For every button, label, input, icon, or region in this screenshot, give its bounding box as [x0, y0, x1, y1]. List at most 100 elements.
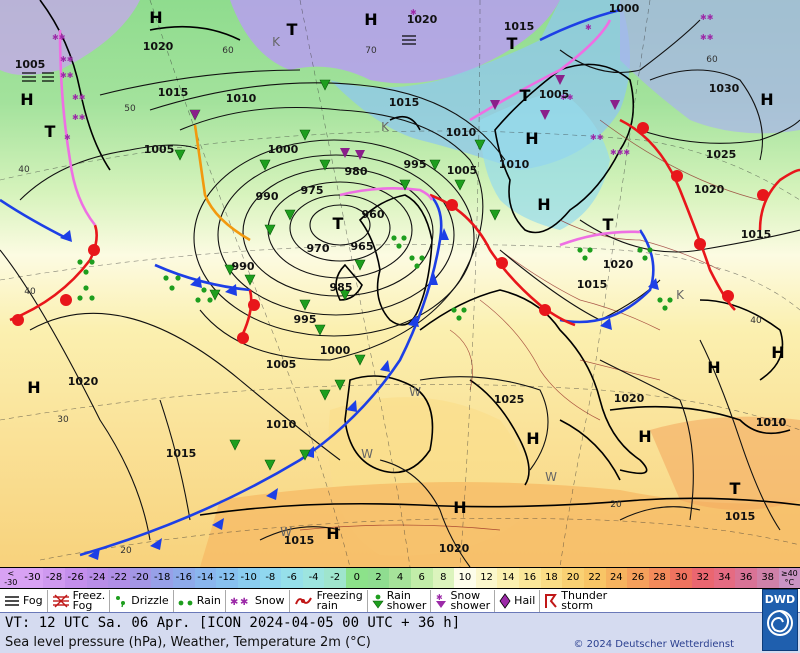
graticule	[0, 0, 800, 567]
pressure-label: 975	[301, 184, 324, 197]
warm-front-semicircles	[12, 122, 769, 344]
pressure-label: 1015	[741, 228, 772, 241]
legend-fog: Fog	[0, 589, 48, 612]
colorbar-cell: 18	[540, 568, 563, 588]
coastlines	[39, 0, 800, 516]
pressure-label: 1020	[143, 40, 174, 53]
svg-text:✱: ✱	[230, 597, 238, 608]
pressure-label: 1015	[389, 96, 420, 109]
svg-text:50: 50	[124, 104, 136, 114]
colorbar-cell: 4	[389, 568, 411, 588]
pressure-label: 965	[351, 240, 374, 253]
chart-footer: VT: 12 UTC Sa. 06 Apr. [ICON 2024-04-05 …	[0, 589, 800, 653]
svg-text:20: 20	[610, 500, 622, 510]
pressure-label: 990	[256, 190, 279, 203]
freezing-fog-icon	[52, 594, 69, 607]
svg-text:✱✱: ✱✱	[60, 55, 74, 64]
colorbar-cell: 30	[670, 568, 692, 588]
svg-text:60: 60	[222, 46, 234, 56]
pressure-label: 1005	[144, 143, 175, 156]
pressure-label: 995	[294, 313, 317, 326]
legend-snow-shower: ✱ Snow shower	[431, 588, 496, 612]
pressure-label: 1010	[756, 416, 787, 429]
legend-label: Freezing rain	[316, 588, 363, 612]
fog-icon	[5, 595, 19, 606]
fog-symbols	[22, 35, 416, 82]
country-borders	[299, 119, 761, 531]
rain-shower-symbols	[174, 79, 501, 471]
pressure-label: 960	[362, 208, 385, 221]
svg-text:✱✱: ✱✱	[72, 113, 86, 122]
low-marker: T	[287, 20, 298, 39]
svg-text:✱: ✱	[240, 597, 248, 608]
colorbar-cell: -24	[86, 568, 109, 588]
warm-label: W	[361, 447, 373, 461]
colorbar-cell: 36	[735, 568, 757, 588]
pressure-label: 1020	[407, 13, 438, 26]
colorbar-cell-min: < -30	[0, 568, 22, 588]
pressure-label: 1015	[166, 447, 197, 460]
cold-label: K	[676, 288, 685, 302]
pressure-label: 1015	[577, 278, 608, 291]
colorbar-cell: 32	[692, 568, 714, 588]
colorbar-cell: 14	[497, 568, 519, 588]
high-marker: H	[526, 429, 539, 448]
snow-shower-icon: ✱	[436, 593, 447, 608]
colorbar-cell: 20	[562, 568, 584, 588]
svg-text:✱: ✱	[64, 133, 71, 142]
colorbar-cell: 10	[454, 568, 476, 588]
parameter-description: Sea level pressure (hPa), Weather, Tempe…	[5, 635, 371, 650]
high-marker: H	[760, 90, 773, 109]
low-marker: T	[603, 215, 614, 234]
latitude-labels: 40 50 60 70 40 30 20 20 40 60	[18, 46, 762, 556]
legend-freezing-rain: Freezing rain	[290, 588, 368, 612]
colorbar-cell: 22	[583, 568, 606, 588]
colorbar-cell: 8	[432, 568, 455, 588]
colorbar-cell: -6	[281, 568, 303, 588]
pressure-label: 1020	[614, 392, 645, 405]
colorbar-cell-max: ≥40 °C	[778, 568, 800, 588]
svg-text:40: 40	[750, 316, 762, 326]
high-marker: H	[326, 524, 339, 543]
cold-front-triangles	[60, 228, 659, 560]
warm-region-turkey	[650, 416, 800, 510]
svg-text:40: 40	[18, 165, 30, 175]
copyright: © 2024 Deutscher Wetterdienst	[573, 639, 734, 650]
pressure-label: 1010	[266, 418, 297, 431]
svg-text:✱✱: ✱✱	[700, 13, 714, 22]
low-marker: T	[520, 86, 531, 105]
drizzle-icon	[116, 595, 126, 607]
legend-freezing-fog: Freez. Fog	[48, 589, 111, 612]
svg-text:✱✱: ✱✱	[590, 133, 604, 142]
colorbar-cell: -28	[43, 568, 65, 588]
legend-rain: Rain	[174, 589, 226, 612]
colorbar-cell: -20	[129, 568, 152, 588]
high-marker: H	[149, 8, 162, 27]
colorbar-cell: -30	[21, 568, 44, 588]
svg-text:30: 30	[57, 415, 69, 425]
colorbar-cell: -4	[302, 568, 325, 588]
pressure-label: 1030	[709, 82, 740, 95]
low-marker: T	[45, 122, 56, 141]
rain-shower-icon	[372, 594, 384, 609]
svg-text:✱✱: ✱✱	[700, 33, 714, 42]
svg-text:✱✱: ✱✱	[72, 93, 86, 102]
svg-text:✱: ✱	[410, 8, 417, 17]
pressure-label: 1020	[694, 183, 725, 196]
low-marker: T	[730, 479, 741, 498]
pressure-label: 1025	[706, 148, 737, 161]
pressure-label: 985	[330, 281, 353, 294]
cold-region-russia	[620, 0, 800, 134]
temperature-colorbar: < -30 -30 -28 -26 -24 -22 -20 -18 -16 -14 -12 -10 -8…	[0, 567, 800, 589]
colorbar-cell: -2	[324, 568, 346, 588]
pressure-label: 1010	[446, 126, 477, 139]
legend-label: Snow shower	[450, 588, 491, 612]
high-marker: H	[525, 129, 538, 148]
pressure-label: 1000	[268, 143, 299, 156]
pressure-label: 1020	[603, 258, 634, 271]
cold-label: K	[272, 35, 281, 49]
air-mass-labels: K K W W W W K	[272, 35, 685, 539]
colorbar-cell: 28	[648, 568, 671, 588]
legend-label: Drizzle	[131, 593, 169, 607]
